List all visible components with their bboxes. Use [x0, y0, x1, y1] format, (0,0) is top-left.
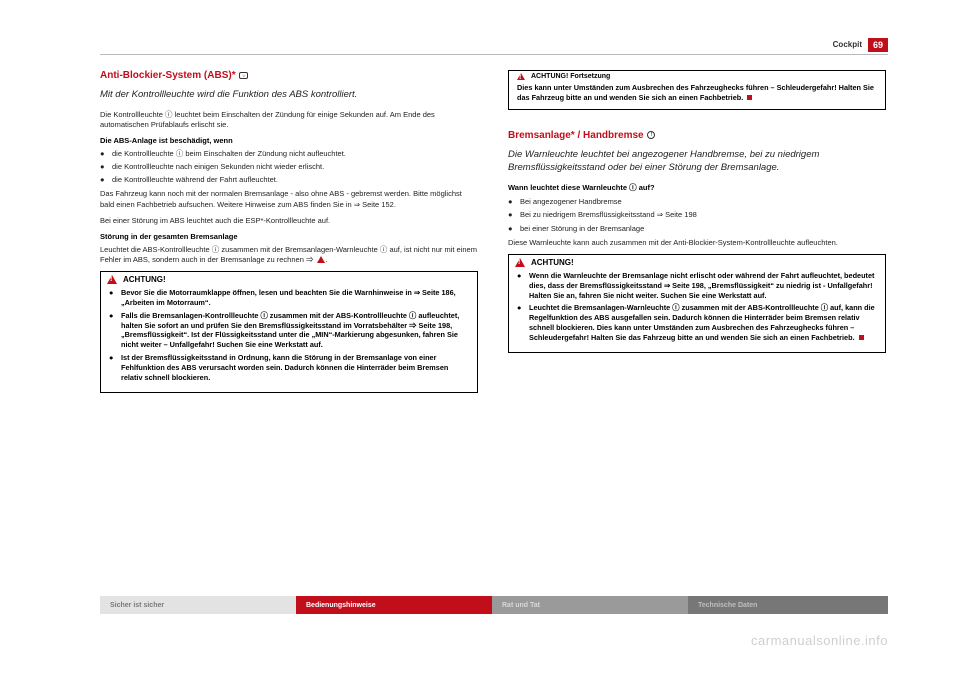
warning-triangle-icon [515, 258, 525, 267]
left-warning-box: ACHTUNG! ●Bevor Sie die Motorraumklappe … [100, 271, 478, 393]
bullet-text: bei einer Störung in der Bremsanlage [520, 224, 886, 234]
bullet-text: Leuchtet die Bremsanlagen-Warnleuchte ⓘ … [529, 303, 877, 342]
bullet-text: Wenn die Warnleuchte der Bremsanlage nic… [529, 271, 877, 301]
bullet-icon: ● [508, 197, 520, 207]
bullet-text: Bei zu niedrigem Bremsflüssigkeitsstand … [520, 210, 886, 220]
right-bullet-3: ●bei einer Störung in der Bremsanlage [508, 224, 886, 234]
warning-title: ACHTUNG! [123, 275, 166, 284]
right-cont-warning-box: ACHTUNG! Fortsetzung Dies kann unter Ums… [508, 70, 886, 110]
bullet-icon: ● [109, 311, 121, 350]
header-rule [100, 54, 888, 55]
right-p1: Diese Warnleuchte kann auch zusammen mit… [508, 238, 886, 248]
warn-bullet-1: ●Bevor Sie die Motorraumklappe öffnen, l… [109, 288, 469, 308]
left-column: Anti-Blockier-System (ABS)* ☼ Mit der Ko… [100, 60, 478, 399]
warning-title-row: ACHTUNG! [101, 272, 477, 286]
warning-title: ACHTUNG! [531, 258, 574, 267]
tab-bedienung[interactable]: Bedienungshinweise [296, 596, 492, 614]
bullet-text: die Kontrollleuchte nach einigen Sekunde… [112, 162, 478, 172]
end-marker-icon [747, 95, 752, 100]
bottom-tab-bar: Sicher ist sicher Bedienungshinweise Rat… [100, 596, 888, 614]
content-area: Anti-Blockier-System (ABS)* ☼ Mit der Ko… [100, 60, 888, 588]
page-root: Cockpit 69 Anti-Blockier-System (ABS)* ☼… [0, 0, 960, 678]
bullet-text: Ist der Bremsflüssigkeitsstand in Ordnun… [121, 353, 469, 383]
tab-technische[interactable]: Technische Daten [688, 596, 888, 614]
warn-bullet-2: ●Falls die Bremsanlagen-Kontrollleuchte … [109, 311, 469, 350]
right-heading: Bremsanlage* / Handbremse ! [508, 130, 886, 141]
right-subheading: Die Warnleuchte leuchtet bei angezogener… [508, 149, 886, 175]
section-label: Cockpit [833, 40, 862, 49]
left-p3: Bei einer Störung im ABS leuchtet auch d… [100, 216, 478, 226]
cont-warning-text: Dies kann unter Umständen zum Ausbrechen… [517, 83, 874, 102]
bullet-icon: ● [508, 210, 520, 220]
warn-bullet-3: ●Ist der Bremsflüssigkeitsstand in Ordnu… [109, 353, 469, 383]
left-p1: Die Kontrollleuchte ⓘ leuchtet beim Eins… [100, 110, 478, 130]
cont-warning-title: ACHTUNG! Fortsetzung [531, 73, 610, 80]
bullet-icon: ● [508, 224, 520, 234]
bullet-text: Bevor Sie die Motorraumklappe öffnen, le… [121, 288, 469, 308]
bullet-text: die Kontrollleuchte ⓘ beim Einschalten d… [112, 149, 478, 159]
right-column: ACHTUNG! Fortsetzung Dies kann unter Ums… [508, 60, 886, 399]
left-bold2: Störung in der gesamten Bremsanlage [100, 232, 478, 241]
bullet-text: Falls die Bremsanlagen-Kontrollleuchte ⓘ… [121, 311, 469, 350]
left-subheading: Mit der Kontrollleuchte wird die Funktio… [100, 89, 478, 102]
right-bullet-2: ●Bei zu niedrigem Bremsflüssigkeitsstand… [508, 210, 886, 220]
warning-triangle-icon [107, 275, 117, 284]
bullet-icon: ● [517, 303, 529, 342]
left-bullet-2: ●die Kontrollleuchte nach einigen Sekund… [100, 162, 478, 172]
bullet-icon: ● [109, 288, 121, 308]
warning-triangle-icon [517, 73, 525, 80]
cont-warning-body: Dies kann unter Umständen zum Ausbrechen… [517, 83, 877, 103]
left-bold1: Die ABS-Anlage ist beschädigt, wenn [100, 136, 478, 145]
page-number: 69 [868, 38, 888, 52]
warn-bullet-1: ●Wenn die Warnleuchte der Bremsanlage ni… [517, 271, 877, 301]
left-bullet-1: ●die Kontrollleuchte ⓘ beim Einschalten … [100, 149, 478, 159]
columns: Anti-Blockier-System (ABS)* ☼ Mit der Ko… [100, 60, 888, 399]
page-header: Cockpit 69 [100, 40, 888, 58]
heading-text: Anti-Blockier-System (ABS)* [100, 70, 238, 81]
heading-text: Bremsanlage* / Handbremse [508, 130, 646, 141]
w2-text: Leuchtet die Bremsanlagen-Warnleuchte ⓘ … [529, 303, 875, 342]
abs-icon: ☼ [239, 72, 248, 79]
tab-rat[interactable]: Rat und Tat [492, 596, 688, 614]
bullet-text: die Kontrollleuchte während der Fahrt au… [112, 175, 478, 185]
bullet-icon: ● [100, 175, 112, 185]
warning-title-row: ACHTUNG! [509, 255, 885, 269]
left-p4: Leuchtet die ABS-Kontrollleuchte ⓘ zusam… [100, 245, 478, 265]
warning-icon [317, 256, 325, 263]
tab-sicher[interactable]: Sicher ist sicher [100, 596, 296, 614]
brake-icon: ! [647, 131, 655, 139]
left-p2: Das Fahrzeug kann noch mit der normalen … [100, 189, 478, 209]
left-bullet-3: ●die Kontrollleuchte während der Fahrt a… [100, 175, 478, 185]
warn-bullet-2: ● Leuchtet die Bremsanlagen-Warnleuchte … [517, 303, 877, 342]
warning-body: ●Bevor Sie die Motorraumklappe öffnen, l… [101, 286, 477, 392]
warning-body: ●Wenn die Warnleuchte der Bremsanlage ni… [509, 269, 885, 352]
bullet-text: Bei angezogener Handbremse [520, 197, 886, 207]
cont-warning-title-row: ACHTUNG! Fortsetzung [517, 73, 877, 80]
bullet-icon: ● [100, 149, 112, 159]
bullet-icon: ● [100, 162, 112, 172]
right-warning-box: ACHTUNG! ●Wenn die Warnleuchte der Brems… [508, 254, 886, 353]
watermark: carmanualsonline.info [751, 633, 888, 648]
bullet-icon: ● [517, 271, 529, 301]
bullet-icon: ● [109, 353, 121, 383]
p4-text: Leuchtet die ABS-Kontrollleuchte ⓘ zusam… [100, 245, 477, 264]
right-bullet-1: ●Bei angezogener Handbremse [508, 197, 886, 207]
right-bold1: Wann leuchtet diese Warnleuchte ⓘ auf? [508, 182, 886, 193]
end-marker-icon [859, 335, 864, 340]
left-heading: Anti-Blockier-System (ABS)* ☼ [100, 70, 478, 81]
